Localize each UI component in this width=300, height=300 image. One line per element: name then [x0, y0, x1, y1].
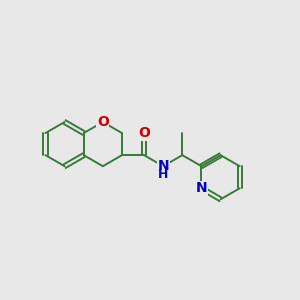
Text: O: O: [138, 126, 150, 140]
Text: N: N: [158, 159, 169, 173]
Text: O: O: [97, 115, 109, 129]
Text: H: H: [158, 168, 169, 181]
Text: N: N: [196, 181, 207, 195]
